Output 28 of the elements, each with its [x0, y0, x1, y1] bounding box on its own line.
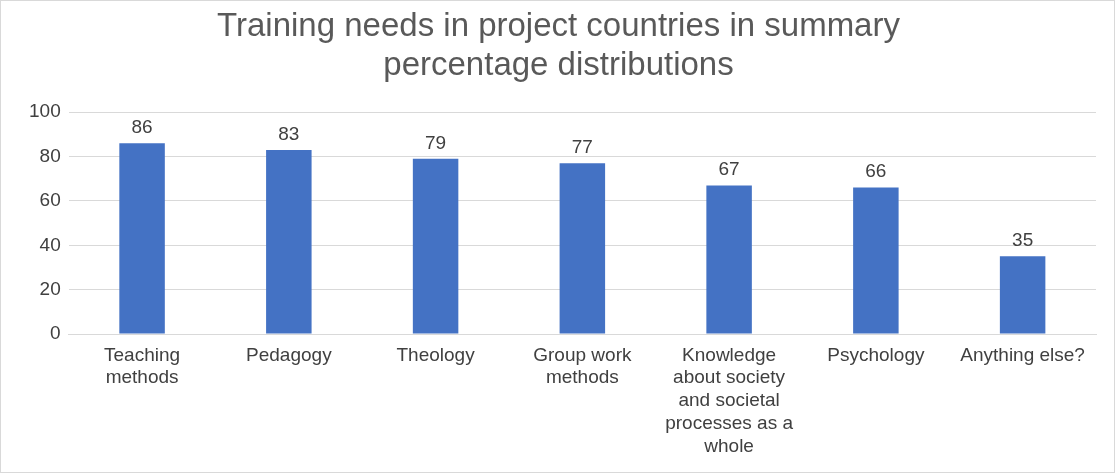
x-tick-label: Theology — [396, 343, 476, 365]
x-tick-label: Anything else? — [960, 343, 1085, 365]
x-tick-label: Group work methods — [533, 343, 632, 388]
x-tick-label: Pedagogy — [246, 343, 333, 365]
data-label: 83 — [278, 122, 300, 144]
data-label: 67 — [718, 158, 740, 180]
x-tick-label: Teaching methods — [104, 343, 181, 388]
data-label: 66 — [865, 160, 887, 182]
data-label: 86 — [131, 115, 153, 137]
bar — [559, 163, 606, 334]
y-tick-label: 100 — [29, 100, 61, 122]
bar — [999, 256, 1046, 334]
y-tick-label: 0 — [50, 322, 61, 344]
data-label: 79 — [425, 131, 447, 153]
data-label: 77 — [571, 135, 593, 157]
bar — [853, 187, 899, 334]
y-tick-label: 40 — [39, 233, 61, 255]
bar — [119, 143, 165, 334]
x-tick-label: Knowledge about society and societal processes as a whole — [665, 343, 794, 456]
bar — [412, 158, 459, 334]
y-tick-label: 60 — [39, 189, 61, 211]
chart-title: Training needs in project countries in summary percentage distributions — [217, 5, 901, 83]
bar — [706, 185, 752, 334]
bar — [266, 149, 312, 334]
y-tick-label: 20 — [39, 277, 61, 299]
x-tick-label: Psychology — [827, 343, 925, 365]
data-label: 35 — [1012, 229, 1034, 251]
y-tick-label: 80 — [39, 144, 61, 166]
